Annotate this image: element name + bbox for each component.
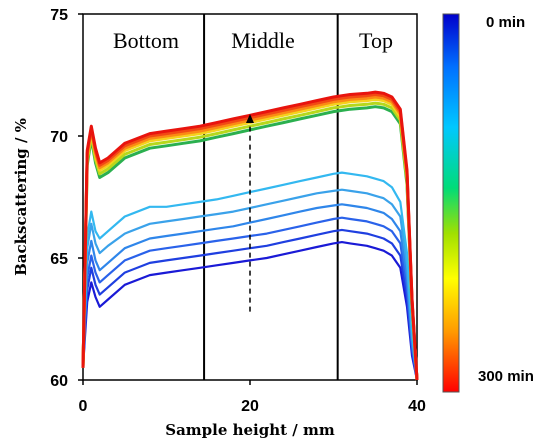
series-line-10 <box>81 93 419 381</box>
series-line-9 <box>81 95 419 381</box>
series-line-1 <box>81 228 419 381</box>
y-tick-label-60: 60 <box>50 373 68 390</box>
y-tick-label-70: 70 <box>50 129 68 146</box>
y-tick-label-75: 75 <box>50 7 68 24</box>
series-line-11 <box>81 90 419 381</box>
x-tick-label-1: 20 <box>241 398 259 415</box>
x-tick-label-0: 0 <box>79 398 88 415</box>
y-tick-label-65: 65 <box>50 251 68 268</box>
series-line-5 <box>81 171 419 381</box>
colorbar-top-label: 0 min <box>486 14 525 31</box>
x-axis-title: Sample height / mm <box>165 421 335 439</box>
series-line-2 <box>81 216 419 381</box>
series-line-6 <box>81 105 419 381</box>
series-line-8 <box>81 97 419 381</box>
region-label-bottom: Bottom <box>113 28 179 53</box>
series-group <box>81 90 419 381</box>
series-line-4 <box>81 188 419 381</box>
series-line-0 <box>81 241 419 381</box>
time-arrow-head <box>246 114 254 124</box>
series-line-7 <box>81 101 419 381</box>
region-label-middle: Middle <box>231 28 295 53</box>
region-label-top: Top <box>359 28 393 53</box>
x-tick-label-2: 40 <box>408 398 426 415</box>
plot-frame <box>82 13 418 381</box>
series-line-3 <box>81 203 419 381</box>
colorbar <box>442 13 460 393</box>
y-axis-title: Backscattering / % <box>12 118 30 276</box>
colorbar-bottom-label: 300 min <box>478 368 534 385</box>
